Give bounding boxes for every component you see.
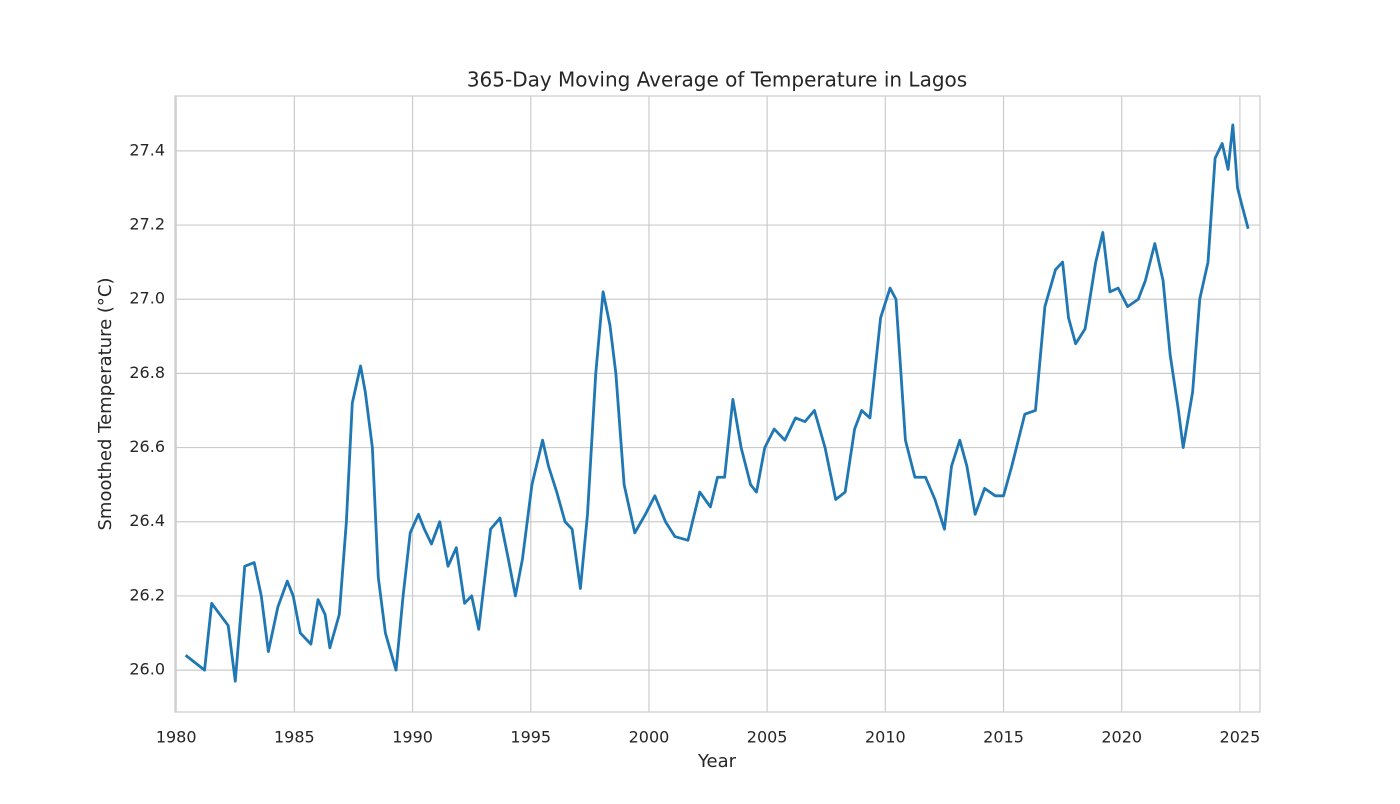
x-tick-label: 2000 [629, 728, 670, 747]
plot-frame [174, 95, 1261, 713]
x-axis-label: Year [697, 751, 737, 772]
x-tick-label: 2010 [865, 728, 906, 747]
y-axis-label: Smoothed Temperature (°C) [95, 277, 116, 530]
y-tick-label: 26.0 [129, 660, 165, 679]
y-tick-label: 27.2 [129, 215, 165, 234]
y-tick-label: 26.6 [129, 437, 165, 456]
y-tick-label: 27.4 [129, 140, 165, 159]
x-tick-label: 1990 [392, 728, 433, 747]
x-tick-label: 1980 [156, 728, 197, 747]
x-tick-label: 1995 [510, 728, 551, 747]
chart-title: 365-Day Moving Average of Temperature in… [467, 68, 967, 92]
plot [184, 123, 1250, 683]
y-tick-label: 27.0 [129, 289, 165, 308]
x-tick-label: 1985 [274, 728, 315, 747]
x-tick-label: 2015 [983, 728, 1024, 747]
y-tick-label: 26.2 [129, 585, 165, 604]
x-tick-label: 2025 [1220, 728, 1261, 747]
x-tick-label: 2005 [747, 728, 788, 747]
y-tick-label: 26.4 [129, 511, 165, 530]
x-tick-label: 2020 [1101, 728, 1142, 747]
grid [175, 96, 1260, 712]
y-tick-label: 26.8 [129, 363, 165, 382]
data-line [184, 123, 1250, 683]
